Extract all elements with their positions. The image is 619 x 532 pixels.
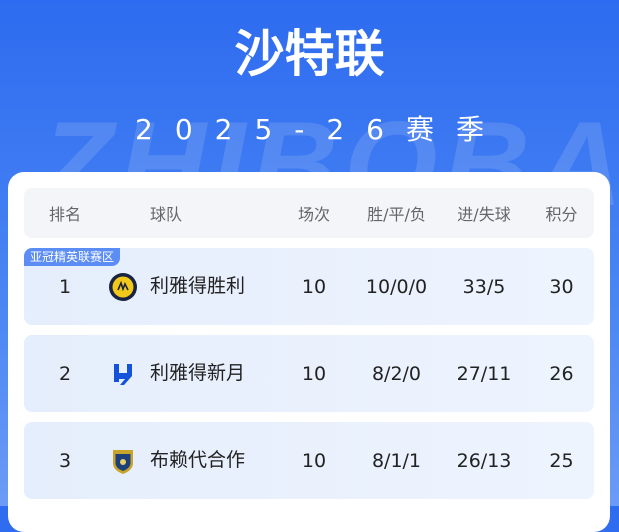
col-wdl: 胜/平/负: [367, 205, 426, 224]
table-row[interactable]: 2 利雅得新月 10 8/2/0 27/11 26: [24, 335, 594, 412]
rank: 3: [58, 449, 72, 472]
goals: 33/5: [462, 275, 506, 298]
al-nassr-logo-icon: [109, 273, 137, 301]
table-row[interactable]: 亚冠精英联赛区 1 利雅得胜利 10 10/0/0 33/5 30: [24, 248, 594, 325]
wdl: 10/0/0: [365, 275, 428, 298]
rank: 2: [58, 362, 72, 385]
goals: 26/13: [456, 449, 512, 472]
col-played: 场次: [297, 205, 330, 224]
table-header: 排名 球队 场次 胜/平/负 进/失球 积分: [24, 188, 594, 238]
played: 10: [301, 275, 327, 298]
points: 26: [549, 362, 574, 385]
played: 10: [301, 449, 327, 472]
wdl: 8/1/1: [371, 449, 422, 472]
wdl: 8/2/0: [371, 362, 422, 385]
al-taawoun-logo-icon: [113, 450, 133, 474]
table-row[interactable]: 3 布赖代合作 10 8/1/1 26/13 25: [24, 422, 594, 499]
team-name[interactable]: 利雅得新月: [150, 362, 246, 384]
al-hilal-logo-icon: [114, 364, 132, 385]
played: 10: [301, 362, 327, 385]
col-points: 积分: [545, 205, 578, 224]
rank: 1: [58, 275, 72, 298]
season-label: 2025-26赛季: [135, 113, 506, 146]
page-title: 沙特联: [234, 25, 385, 83]
col-goals: 进/失球: [457, 205, 511, 224]
zone-badge: 亚冠精英联赛区: [24, 248, 121, 266]
col-team: 球队: [150, 205, 183, 224]
points: 25: [549, 449, 574, 472]
points: 30: [549, 275, 574, 298]
team-name[interactable]: 利雅得胜利: [150, 275, 246, 297]
goals: 27/11: [456, 362, 512, 385]
team-name[interactable]: 布赖代合作: [150, 449, 246, 471]
standings-card: 排名 球队 场次 胜/平/负 进/失球 积分 亚冠精英联赛区 1 利雅得胜利 1…: [8, 172, 610, 532]
col-rank: 排名: [48, 205, 81, 224]
